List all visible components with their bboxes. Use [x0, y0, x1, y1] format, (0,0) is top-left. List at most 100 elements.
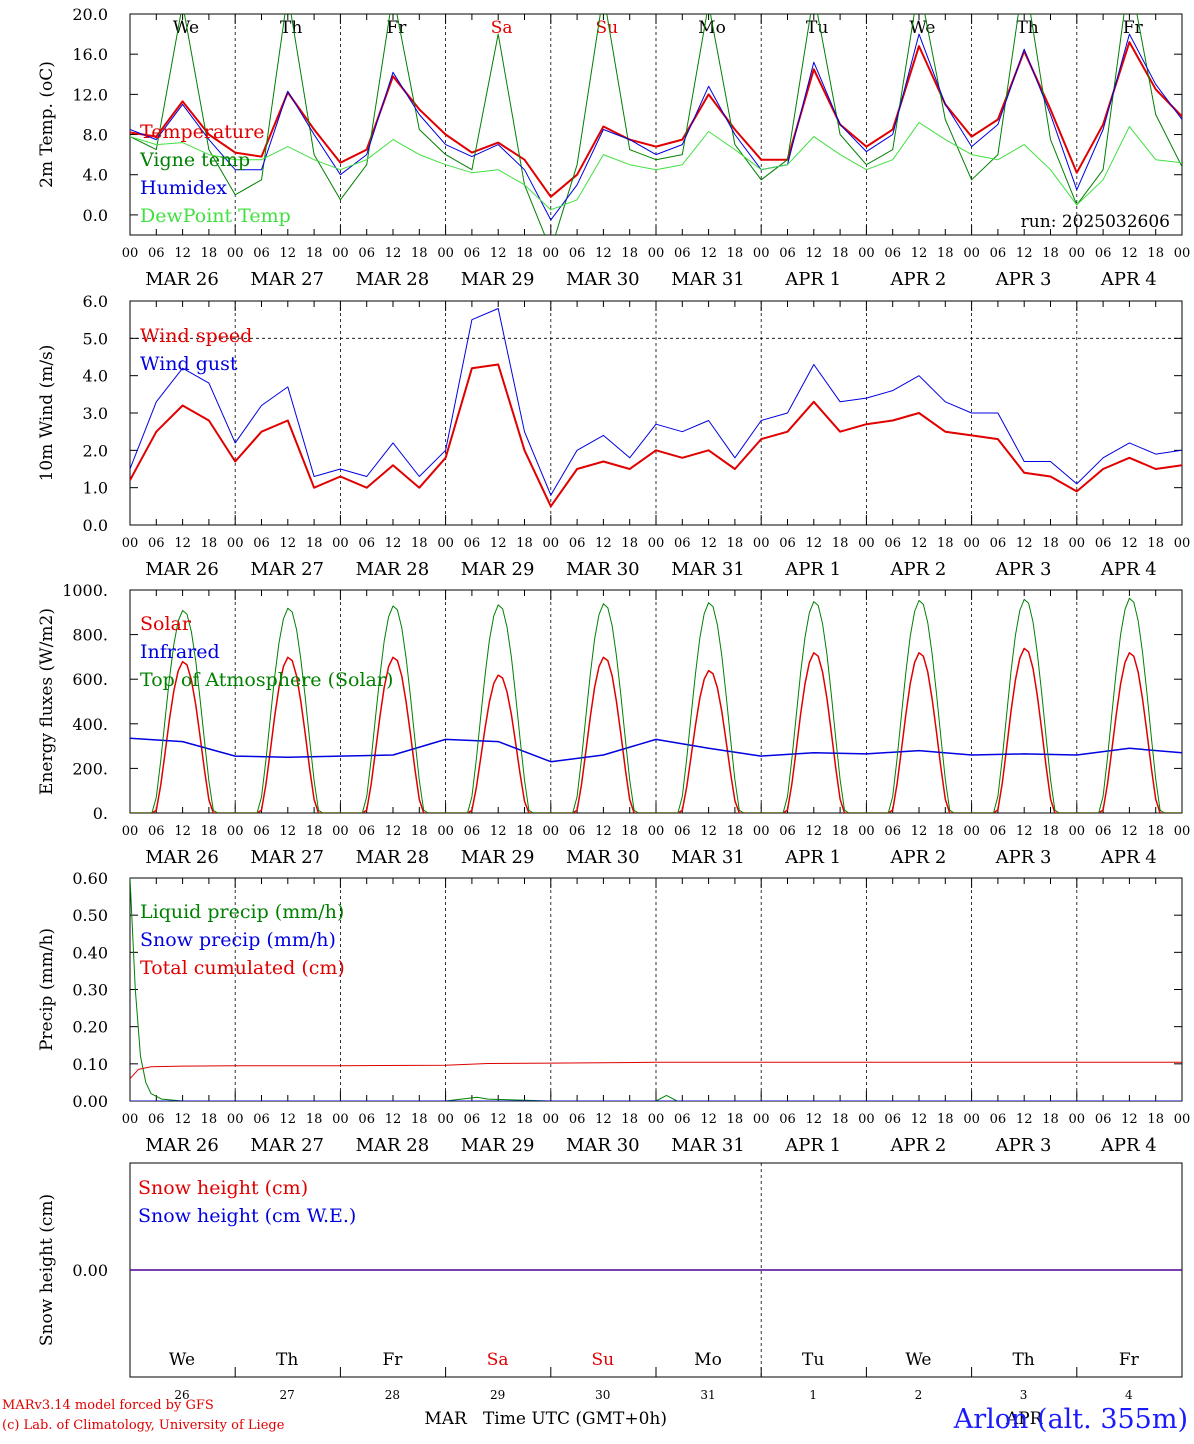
- panel-frame: [129, 300, 1183, 526]
- y-tick-label: 1.0: [83, 479, 108, 498]
- y-tick-label: 12.0: [72, 85, 108, 104]
- y-tick-label: 600.: [72, 670, 108, 689]
- series-line-humidex: [130, 33, 1182, 221]
- y-tick-label: 3.0: [83, 404, 108, 423]
- hour-tick-label: 18: [727, 246, 744, 261]
- hour-tick-label: 00: [332, 246, 349, 261]
- series-group: [130, 14, 1182, 235]
- series-line-vigne-temp: [130, 14, 1182, 235]
- legend-entry: Total cumulated (cm): [140, 957, 345, 979]
- hour-tick-label: 12: [280, 824, 297, 839]
- hour-tick-label: 12: [806, 824, 823, 839]
- panel-energy: 0. 200. 400. 600. 800. 1000. Energy fluxes (W/…: [37, 581, 1190, 868]
- day-number-label: 3: [1020, 1388, 1028, 1402]
- hour-tick-label: 00: [753, 536, 770, 551]
- hour-tick-label: 00: [648, 246, 665, 261]
- hour-tick-label: 06: [253, 536, 270, 551]
- panel-frame: [129, 589, 1183, 814]
- legend-entry: Humidex: [140, 177, 227, 199]
- hour-tick-label: 18: [411, 1112, 428, 1127]
- hour-tick-label: 06: [779, 246, 796, 261]
- date-label: APR 1: [784, 559, 841, 580]
- hour-tick-label: 00: [332, 536, 349, 551]
- weekday-label: Th: [276, 1350, 298, 1370]
- day-number-label: 28: [385, 1388, 400, 1402]
- hour-tick-label: 06: [990, 824, 1007, 839]
- hour-tick-label: 18: [937, 1112, 954, 1127]
- hour-tick-label: 18: [306, 246, 323, 261]
- hour-tick-label: 00: [1174, 1112, 1191, 1127]
- y-axis-label: 2m Temp. (oC): [37, 61, 57, 188]
- hour-tick-label: 00: [963, 246, 980, 261]
- hour-tick-label: 00: [543, 246, 560, 261]
- y-tick-label: 0.00: [72, 1261, 108, 1280]
- date-label: MAR 31: [671, 1135, 745, 1156]
- series-line-total-cumulated-cm-: [130, 1061, 1182, 1080]
- series-line-wind-gust: [130, 308, 1182, 496]
- date-label: MAR 26: [145, 269, 219, 290]
- hour-tick-label: 18: [937, 824, 954, 839]
- hour-tick-label: 06: [674, 246, 691, 261]
- station-label: Arlon (alt. 355m): [953, 1404, 1188, 1435]
- hour-tick-label: 00: [858, 824, 875, 839]
- hour-tick-label: 12: [385, 1112, 402, 1127]
- hour-tick-label: 12: [1016, 536, 1033, 551]
- hour-tick-label: 00: [227, 246, 244, 261]
- hour-tick-label: 00: [437, 536, 454, 551]
- hour-tick-label: 06: [358, 536, 375, 551]
- y-tick-label: 400.: [72, 715, 108, 734]
- day-number-label: 29: [490, 1388, 505, 1402]
- weekday-label: Sa: [491, 18, 513, 38]
- hour-tick-label: 00: [437, 824, 454, 839]
- date-label: APR 3: [995, 1135, 1052, 1156]
- date-label: APR 2: [889, 1135, 946, 1156]
- date-label: APR 4: [1100, 269, 1157, 290]
- hour-tick-label: 12: [700, 536, 717, 551]
- hour-tick-label: 18: [1147, 536, 1164, 551]
- hour-tick-label: 18: [621, 1112, 638, 1127]
- y-tick-label: 0.00: [72, 1092, 108, 1111]
- month-label: APR: [1005, 1409, 1044, 1429]
- weekday-label: Su: [591, 1350, 614, 1370]
- weekday-label: Th: [1016, 18, 1038, 38]
- hour-tick-label: 18: [411, 536, 428, 551]
- date-label: APR 1: [784, 269, 841, 290]
- hour-tick-label: 12: [490, 824, 507, 839]
- y-tick-label: 0.30: [72, 981, 108, 1000]
- weekday-label: Fr: [386, 18, 407, 38]
- hour-tick-label: 06: [884, 536, 901, 551]
- hour-tick-label: 18: [1042, 246, 1059, 261]
- hour-tick-label: 12: [385, 536, 402, 551]
- hour-tick-label: 06: [358, 824, 375, 839]
- model-credit: MARv3.14 model forced by GFS: [2, 1398, 214, 1413]
- hour-tick-label: 06: [148, 824, 165, 839]
- panel-temperature: 0.0 4.0 8.0 12.0 16.0 20.0 2m Temp. (oC) 00 06 12…: [37, 5, 1190, 290]
- hour-tick-label: 12: [1121, 246, 1138, 261]
- hour-tick-label: 06: [569, 536, 586, 551]
- series-line-infrared: [130, 737, 1182, 763]
- hour-tick-label: 18: [1147, 824, 1164, 839]
- legend-entry: Solar: [140, 613, 192, 635]
- y-tick-label: 6.0: [83, 292, 108, 311]
- hour-tick-label: 12: [174, 246, 191, 261]
- legend-entry: Wind gust: [140, 353, 238, 375]
- hour-tick-label: 12: [385, 246, 402, 261]
- y-axis-label: Precip (mm/h): [37, 928, 57, 1051]
- x-axis-label: Time UTC (GMT+0h): [483, 1409, 667, 1429]
- weekday-label: Su: [595, 18, 618, 38]
- hour-tick-label: 18: [621, 536, 638, 551]
- hour-tick-label: 06: [674, 1112, 691, 1127]
- y-axis-label: Energy fluxes (W/m2): [37, 608, 57, 795]
- hour-tick-label: 00: [1069, 824, 1086, 839]
- hour-tick-label: 18: [201, 1112, 218, 1127]
- date-label: MAR 26: [145, 559, 219, 580]
- hour-tick-label: 18: [516, 824, 533, 839]
- hour-tick-label: 06: [990, 536, 1007, 551]
- hour-tick-label: 18: [832, 536, 849, 551]
- hour-tick-label: 18: [1147, 246, 1164, 261]
- date-label: APR 1: [784, 847, 841, 868]
- date-label: MAR 27: [250, 847, 324, 868]
- hour-tick-label: 12: [911, 536, 928, 551]
- y-tick-label: 0.20: [72, 1018, 108, 1037]
- hour-tick-label: 00: [858, 1112, 875, 1127]
